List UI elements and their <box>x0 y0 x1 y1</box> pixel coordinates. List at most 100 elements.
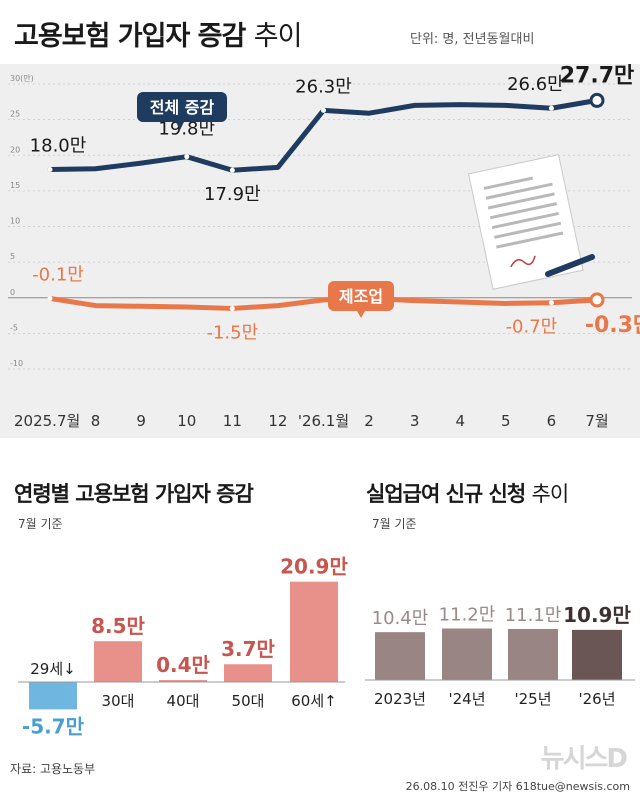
bar <box>290 581 338 682</box>
category-label: 60세↑ <box>291 692 336 710</box>
x-tick-label: 2 <box>364 412 374 430</box>
bar <box>375 632 425 680</box>
data-label: 27.7만 <box>560 64 635 88</box>
data-point <box>47 295 53 301</box>
data-label: 26.3만 <box>295 76 352 97</box>
source-note: 자료: 고용노동부 <box>10 762 96 776</box>
x-tick-label: 10 <box>177 412 196 430</box>
data-point <box>184 154 190 160</box>
category-label: 2023년 <box>374 690 426 708</box>
data-label: 3.7만 <box>221 637 275 661</box>
y-tick-label: 30(만) <box>10 74 34 83</box>
unit-label: 단위: 명, 전년동월대비 <box>410 32 535 47</box>
data-label: -0.7만 <box>506 317 558 338</box>
age-bar-chart: -5.7만 29세↓ 8.5만 30대 0.4만 40대 3.7만 50대 20.9만 60세↑ <box>18 555 348 738</box>
series-line <box>47 295 600 311</box>
bar <box>224 664 272 682</box>
x-tick-label: 5 <box>501 412 511 430</box>
document-text-line <box>496 231 564 249</box>
data-label: -1.5만 <box>206 322 258 343</box>
data-point <box>589 92 605 108</box>
x-tick-label: 12 <box>268 412 287 430</box>
y-tick-label: 0 <box>10 288 15 297</box>
signature-stroke <box>510 255 536 268</box>
credit-line: 26.08.10 전진우 기자 618tue@newsis.com <box>405 780 630 793</box>
document-text-line <box>483 176 534 190</box>
x-tick-label: 2025.7월 <box>14 412 80 430</box>
newsis-logo: 뉴시스D <box>540 744 628 774</box>
data-point <box>548 105 554 111</box>
x-tick-label: 4 <box>455 412 465 430</box>
unemp-chart-basis: 7월 기준 <box>372 517 417 531</box>
data-label: 26.6만 <box>507 74 564 95</box>
category-label: 50대 <box>232 692 265 710</box>
data-label: 10.9만 <box>563 603 631 627</box>
document-text-line <box>489 202 557 220</box>
bar <box>94 641 142 682</box>
category-label: '26년 <box>578 690 615 708</box>
unemployment-bar-chart: 10.4만 2023년 11.2만 '24년 11.1만 '25년 10.9만 '26년 <box>365 603 635 708</box>
x-tick-label: 9 <box>136 412 146 430</box>
document-text-line <box>493 221 562 239</box>
data-point <box>321 107 326 113</box>
legend-badge-label: 제조업 <box>339 287 383 306</box>
legend-badge-manufacturing: 제조업 <box>328 281 394 318</box>
bar <box>159 680 207 682</box>
age-chart-basis: 7월 기준 <box>18 517 63 531</box>
data-label: 19.8만 <box>158 119 215 140</box>
data-point <box>229 167 235 173</box>
bar <box>572 629 622 680</box>
unemp-chart-title: 실업급여 신규 신청 추이 <box>366 482 569 506</box>
category-label: 29세↓ <box>30 660 75 678</box>
y-tick-label: -10 <box>10 359 23 368</box>
data-label: 17.9만 <box>204 184 261 205</box>
legend-badge-label: 전체 증감 <box>150 98 215 117</box>
x-tick-label: 8 <box>91 412 101 430</box>
data-label: 18.0만 <box>30 136 87 157</box>
pen-icon <box>545 254 595 277</box>
category-label: 40대 <box>167 692 200 710</box>
legend-badge-total: 전체 증감 <box>137 92 227 130</box>
x-tick-label: 11 <box>223 412 242 430</box>
data-label: 0.4만 <box>156 653 210 677</box>
y-tick-label: 20 <box>10 145 20 154</box>
legend-badge-bg <box>137 92 227 122</box>
bar <box>508 628 558 680</box>
data-label: 11.2만 <box>439 604 496 625</box>
x-tick-label: 6 <box>547 412 557 430</box>
legend-badge-pointer <box>176 122 184 130</box>
bar <box>442 628 492 680</box>
age-chart-title: 연령별 고용보험 가입자 증감 <box>14 482 254 506</box>
category-label: '24년 <box>448 690 485 708</box>
y-tick-label: 5 <box>10 252 15 261</box>
document-text-line <box>485 182 553 200</box>
category-label: 30대 <box>102 692 135 710</box>
page-title-light: 추이 <box>253 21 303 52</box>
x-tick-label: '26.1월 <box>298 412 349 430</box>
line-chart-panel: 30(만) 25 20 15 10 5 0 -5 -10 2025.7월 8 9 10 11 12'26.1… <box>0 63 640 438</box>
document-text-line <box>491 211 560 230</box>
y-tick-label: -5 <box>10 323 18 332</box>
page-title: 고용보험 가입자 증감 추이 <box>14 14 303 53</box>
data-point <box>47 167 53 172</box>
data-label: -0.1만 <box>32 264 84 285</box>
data-label: 11.1만 <box>505 605 562 626</box>
x-tick-label: 3 <box>410 412 420 430</box>
data-point <box>229 305 235 311</box>
data-label: -0.3만 <box>585 313 640 338</box>
y-tick-label: 25 <box>10 110 20 119</box>
bar <box>29 682 77 710</box>
document-text-line <box>487 192 555 210</box>
page-title-bold: 고용보험 가입자 증감 <box>14 21 246 52</box>
document-illustration <box>467 154 584 290</box>
legend-badge-bg <box>328 281 394 311</box>
data-label: -5.7만 <box>22 714 85 738</box>
y-tick-label: 15 <box>10 181 20 190</box>
data-label: 20.9만 <box>280 555 348 579</box>
legend-badge-pointer <box>357 311 365 318</box>
y-tick-label: 10 <box>10 217 20 226</box>
data-point <box>589 292 605 308</box>
data-label: 8.5만 <box>91 614 145 638</box>
category-label: '25년 <box>514 690 551 708</box>
